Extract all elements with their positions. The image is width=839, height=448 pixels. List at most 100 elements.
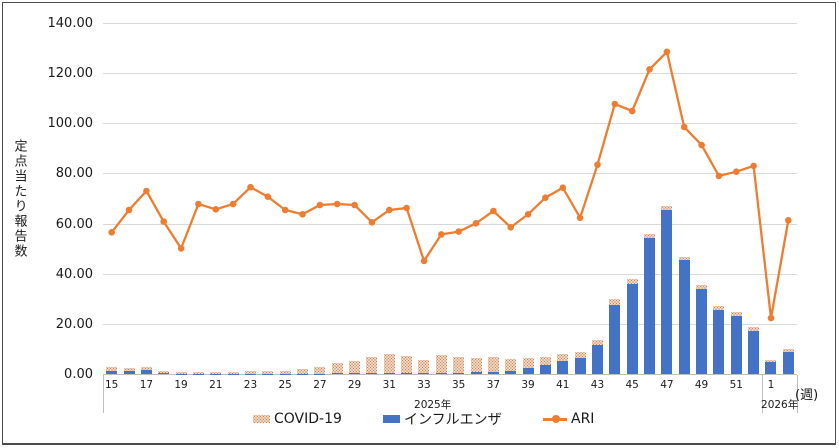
- gridline: [103, 323, 797, 325]
- ari-point: [316, 201, 324, 209]
- x-tick-label: 15: [104, 379, 119, 391]
- bar-covid: [279, 370, 291, 374]
- ari-point: [281, 206, 289, 214]
- ari-point: [299, 211, 306, 218]
- bar-covid: [748, 327, 760, 331]
- y-tick-label: 100.00: [47, 116, 94, 132]
- year-label-2025: 2025年: [414, 399, 452, 411]
- x-tick-label: 51: [729, 379, 743, 391]
- bar-covid: [522, 357, 534, 368]
- bar-influenza: [748, 330, 760, 374]
- bar-influenza: [453, 372, 465, 374]
- x-tick-label: 45: [625, 379, 639, 391]
- bar-covid: [331, 363, 343, 374]
- x-tick-label: 37: [486, 379, 501, 391]
- bar-influenza: [522, 367, 534, 374]
- bar-covid: [609, 299, 621, 306]
- legend-item-covid: COVID-19: [253, 409, 342, 429]
- ari-point: [594, 161, 601, 168]
- bar-influenza: [609, 305, 621, 374]
- bar-influenza: [192, 373, 204, 374]
- ari-point: [386, 206, 393, 214]
- ari-point: [663, 48, 671, 56]
- ari-point: [351, 201, 358, 209]
- legend-label-influenza: インフルエンザ: [404, 412, 502, 428]
- ari-line: [110, 49, 790, 319]
- gridline: [103, 73, 797, 75]
- ari-line-marker-icon: [543, 415, 567, 424]
- y-tick-label: 140.00: [47, 16, 94, 31]
- bar-covid: [262, 371, 274, 374]
- ari-point: [542, 194, 549, 201]
- x-tick-label: 43: [590, 379, 605, 391]
- bar-covid: [539, 356, 551, 366]
- y-tick-label: 120.00: [47, 66, 94, 82]
- axis-divider: [762, 375, 764, 413]
- legend-label-ari: ARI: [571, 411, 595, 427]
- bar-influenza: [591, 344, 603, 374]
- ari-point: [785, 217, 792, 224]
- bar-covid: [782, 348, 794, 353]
- bar-covid: [505, 358, 517, 371]
- year-label-2026: 2026年: [761, 399, 799, 411]
- ari-point: [403, 204, 410, 212]
- x-tick-label: 23: [243, 379, 258, 391]
- bar-covid: [192, 371, 204, 374]
- x-tick-label: 31: [382, 379, 396, 391]
- ari-point: [524, 211, 532, 218]
- x-tick-label: 27: [313, 379, 327, 391]
- x-tick-label: 39: [521, 379, 535, 391]
- bar-covid: [661, 206, 673, 210]
- ari-point: [264, 193, 272, 200]
- ari-point: [368, 219, 376, 226]
- x-axis-unit-label: (週): [795, 388, 819, 403]
- bar-influenza: [314, 373, 326, 374]
- ari-point: [767, 314, 775, 322]
- ari-point: [195, 200, 202, 208]
- y-tick-label: 20.00: [55, 316, 93, 332]
- bar-influenza: [730, 315, 742, 374]
- ari-point: [177, 245, 185, 252]
- bar-influenza: [123, 371, 135, 374]
- bar-influenza: [539, 365, 551, 374]
- ari-point: [611, 100, 619, 108]
- bar-influenza: [106, 371, 118, 374]
- bar-influenza: [349, 373, 361, 374]
- ari-point: [160, 218, 167, 225]
- legend-item-influenza: インフルエンザ: [383, 409, 502, 429]
- bar-influenza: [626, 284, 638, 374]
- y-tick-label: 80.00: [55, 166, 93, 182]
- ari-point: [733, 168, 740, 175]
- bar-covid: [574, 352, 586, 358]
- bar-influenza: [297, 373, 309, 374]
- ari-point: [559, 184, 567, 191]
- bar-covid: [106, 367, 118, 371]
- ari-point: [420, 257, 428, 265]
- ari-point: [715, 172, 723, 180]
- bar-influenza: [366, 373, 378, 374]
- ari-point: [108, 229, 115, 236]
- bar-covid: [418, 360, 430, 373]
- bar-influenza: [418, 373, 430, 374]
- bar-covid: [210, 372, 222, 374]
- bar-covid: [244, 370, 256, 374]
- covid-pattern-swatch-icon: [253, 415, 270, 423]
- x-tick-label: 1: [767, 379, 775, 391]
- bar-influenza: [158, 373, 170, 374]
- ari-point: [229, 200, 237, 208]
- bar-covid: [453, 357, 465, 373]
- bar-covid: [175, 371, 187, 374]
- ari-point: [125, 206, 133, 214]
- x-tick-label: 29: [347, 379, 362, 391]
- bar-influenza: [661, 209, 673, 374]
- bar-covid: [730, 312, 742, 316]
- ari-point: [507, 224, 514, 231]
- y-tick-label: 60.00: [55, 216, 93, 232]
- bar-influenza: [713, 310, 725, 374]
- bar-influenza: [279, 373, 291, 374]
- x-tick-label: 25: [278, 379, 292, 391]
- bar-influenza: [383, 373, 395, 374]
- bar-influenza: [574, 357, 586, 374]
- x-tick-label: 41: [556, 379, 570, 391]
- bar-influenza: [696, 288, 708, 374]
